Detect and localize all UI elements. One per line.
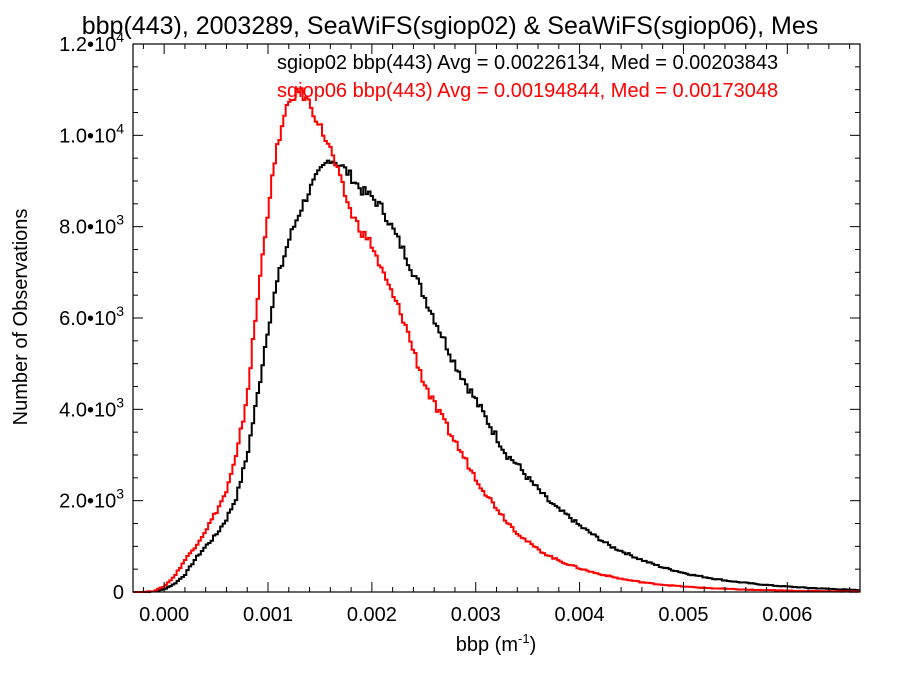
x-tick-label: 0.000 bbox=[139, 604, 189, 626]
y-tick-label: 6.0•103 bbox=[59, 303, 124, 330]
x-tick-label: 0.004 bbox=[555, 604, 605, 626]
y-tick-label: 1.2•104 bbox=[59, 29, 124, 56]
series-layer bbox=[133, 87, 860, 593]
x-axis-label-close: ) bbox=[530, 634, 537, 656]
annotation-sgiop02-stats: sgiop02 bbp(443) Avg = 0.00226134, Med =… bbox=[277, 52, 778, 74]
axis-layer: 0.000 0.001 0.002 0.003 0.004 0.005 0.006 0 2.0•… bbox=[59, 29, 861, 626]
x-axis-label: bbp (m-1) bbox=[456, 631, 536, 656]
x-tick-label: 0.003 bbox=[451, 604, 501, 626]
x-tick-label: 0.002 bbox=[347, 604, 397, 626]
x-axis-label-superscript: -1 bbox=[518, 631, 530, 646]
y-tick-label: 1.0•104 bbox=[59, 120, 124, 147]
x-tick-label: 0.005 bbox=[658, 604, 708, 626]
series-line-1 bbox=[133, 87, 860, 593]
chart-title: bbp(443), 2003289, SeaWiFS(sgiop02) & Se… bbox=[82, 12, 818, 40]
series-line-0 bbox=[133, 159, 860, 593]
x-tick-label: 0.001 bbox=[243, 604, 293, 626]
y-tick-label: 4.0•103 bbox=[59, 394, 124, 421]
x-axis-label-text: bbp (m bbox=[456, 634, 518, 656]
annotation-sgiop06-stats: sgiop06 bbp(443) Avg = 0.00194844, Med =… bbox=[277, 80, 778, 102]
y-axis-label: Number of Observations bbox=[10, 209, 32, 426]
y-tick-label: 0 bbox=[113, 582, 124, 604]
x-tick-label: 0.006 bbox=[762, 604, 812, 626]
y-tick-label: 8.0•103 bbox=[59, 212, 124, 239]
y-tick-label: 2.0•103 bbox=[59, 486, 124, 513]
